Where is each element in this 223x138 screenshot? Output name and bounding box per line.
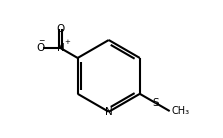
Text: −: − bbox=[38, 37, 44, 46]
Text: S: S bbox=[152, 98, 159, 108]
Text: +: + bbox=[64, 39, 70, 45]
Text: N: N bbox=[105, 108, 113, 117]
Text: O: O bbox=[36, 43, 44, 53]
Text: O: O bbox=[57, 24, 65, 34]
Text: CH₃: CH₃ bbox=[172, 106, 190, 116]
Text: N: N bbox=[57, 43, 65, 53]
